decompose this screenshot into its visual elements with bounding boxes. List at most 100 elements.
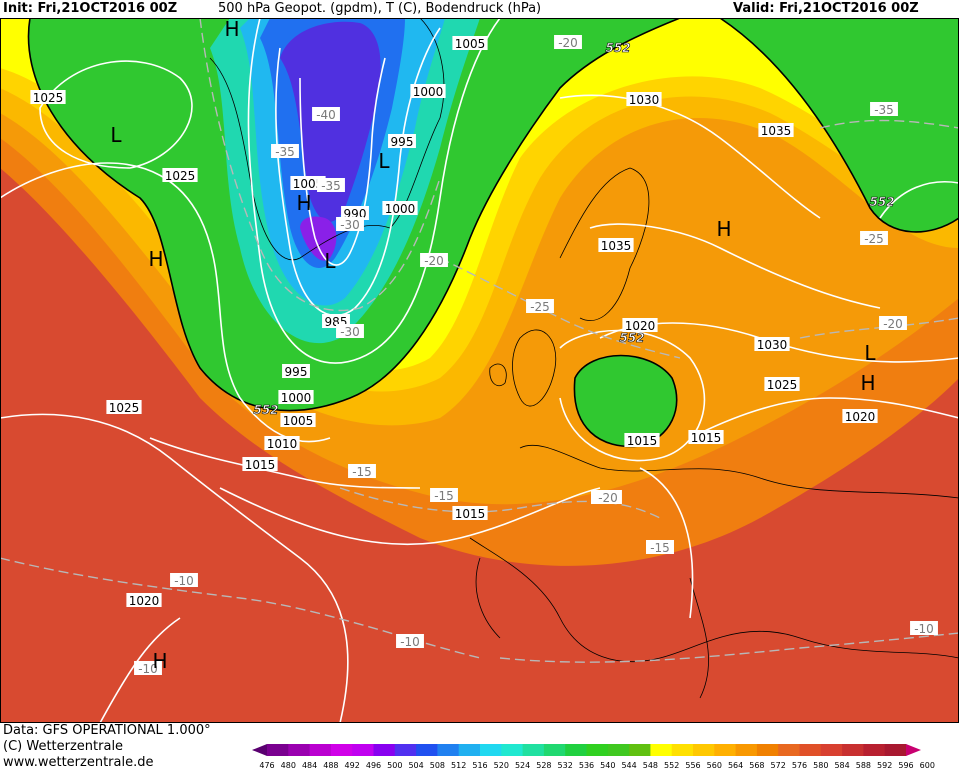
svg-text:1000: 1000 xyxy=(281,391,312,405)
isobars xyxy=(0,18,959,723)
colorbar-tick-label: 552 xyxy=(664,761,679,770)
svg-text:1030: 1030 xyxy=(757,338,788,352)
svg-text:1010: 1010 xyxy=(267,437,298,451)
svg-text:-15: -15 xyxy=(352,465,372,479)
init-time: Init: Fri,21OCT2016 00Z xyxy=(3,1,178,16)
colorbar-ticks: 476 480 484 488 492 496 500 504 508 512 516 520 524 5… xyxy=(259,761,935,770)
svg-text:1020: 1020 xyxy=(625,319,656,333)
colorbar-tick-label: 600 xyxy=(920,761,935,770)
colorbar-cell xyxy=(714,744,736,756)
svg-text:1025: 1025 xyxy=(109,401,140,415)
valid-time: Valid: Fri,21OCT2016 00Z xyxy=(733,1,919,16)
isobar-label: 1035 xyxy=(758,123,794,138)
temperature-label: -20 xyxy=(554,35,582,50)
isobar-label: 1015 xyxy=(242,457,278,472)
low-pressure-center: L xyxy=(378,149,390,173)
colorbar-tick-label: 484 xyxy=(302,761,317,770)
contour-552-cutoff xyxy=(573,354,678,448)
colorbar: 476 480 484 488 492 496 500 504 508 512 516 520 524 5… xyxy=(252,744,935,770)
temperature-label: -10 xyxy=(170,573,198,588)
colorbar-cell xyxy=(267,744,289,756)
svg-text:1035: 1035 xyxy=(761,124,792,138)
svg-text:1025: 1025 xyxy=(767,378,798,392)
svg-text:-25: -25 xyxy=(530,300,550,314)
colorbar-tick-label: 548 xyxy=(643,761,658,770)
colorbar-tick-label: 488 xyxy=(323,761,338,770)
colorbar-tick-label: 512 xyxy=(451,761,466,770)
trough-deepblue xyxy=(280,21,381,222)
temperature-label: -20 xyxy=(594,490,622,505)
colorbar-tick-label: 560 xyxy=(707,761,722,770)
isobar-label: 1000 xyxy=(278,390,314,405)
colorbar-cell xyxy=(394,744,417,756)
geopotential-label: 552 xyxy=(619,331,644,345)
colorbar-tick-label: 564 xyxy=(728,761,743,770)
colorbar-tick-label: 568 xyxy=(749,761,764,770)
temperature-label: -30 xyxy=(336,217,364,232)
isobar-label: 1030 xyxy=(754,337,790,352)
colorbar-arrow-right xyxy=(906,744,921,756)
svg-text:-35: -35 xyxy=(321,179,341,193)
colorbar-tick-label: 592 xyxy=(877,761,892,770)
trough-violet xyxy=(300,216,337,261)
svg-text:-10: -10 xyxy=(914,622,934,636)
colorbar-cell xyxy=(330,744,353,756)
colorbar-cell xyxy=(629,744,651,756)
temperature-label: -15 xyxy=(646,540,674,555)
isobar-label: 1020 xyxy=(622,318,658,333)
svg-text:-20: -20 xyxy=(558,36,578,50)
geopotential-label: 552 xyxy=(605,41,630,55)
svg-text:1015: 1015 xyxy=(455,507,486,521)
colorbar-cell xyxy=(863,744,886,756)
isobar-label: 1020 xyxy=(842,409,878,424)
colorbar-tick-label: 476 xyxy=(259,761,274,770)
svg-text:1015: 1015 xyxy=(245,458,276,472)
weather-map: 1010100510251025100099510059901000985995… xyxy=(0,18,959,723)
high-pressure-center: H xyxy=(224,18,239,41)
svg-text:1000: 1000 xyxy=(385,202,416,216)
svg-text:-35: -35 xyxy=(275,145,295,159)
colorbar-cell xyxy=(309,744,332,756)
geopotential-label: 552 xyxy=(253,403,278,417)
isobar-label: 1025 xyxy=(764,377,800,392)
isobar-label: 1020 xyxy=(126,593,162,608)
svg-text:1025: 1025 xyxy=(165,169,196,183)
high-pressure-center: H xyxy=(860,371,875,395)
colorbar-cell xyxy=(288,744,310,756)
high-pressure-center: H xyxy=(148,247,163,271)
svg-text:-35: -35 xyxy=(874,103,894,117)
colorbar-cell xyxy=(480,744,502,756)
colorbar-cell xyxy=(671,744,694,756)
temperature-label: -35 xyxy=(317,178,345,193)
isobar-label: 995 xyxy=(388,134,416,149)
map-header: Init: Fri,21OCT2016 00Z 500 hPa Geopot. … xyxy=(0,0,959,18)
colorbar-cell xyxy=(884,744,907,756)
contour-552-main xyxy=(27,18,681,412)
colorbar-tick-label: 532 xyxy=(558,761,573,770)
colorbar-tick-label: 516 xyxy=(472,761,487,770)
colorbar-tick-label: 508 xyxy=(430,761,445,770)
colorbar-cell xyxy=(778,744,800,756)
svg-text:-10: -10 xyxy=(174,574,194,588)
colorbar-tick-label: 520 xyxy=(494,761,509,770)
colorbar-cell xyxy=(586,744,609,756)
colorbar-cell xyxy=(373,744,396,756)
colorbar-tick-label: 544 xyxy=(621,761,636,770)
colorbar-cell xyxy=(501,744,523,756)
isobar-label: 1025 xyxy=(30,90,66,105)
colorbar-tick-label: 584 xyxy=(834,761,849,770)
colorbar-cell xyxy=(543,744,566,756)
trough-green-east xyxy=(720,18,959,232)
svg-text:-15: -15 xyxy=(650,541,670,555)
temperature-label: -10 xyxy=(396,634,424,649)
temperature-label: -25 xyxy=(526,299,554,314)
svg-text:1020: 1020 xyxy=(845,410,876,424)
colorbar-tick-label: 576 xyxy=(792,761,807,770)
high-pressure-center: H xyxy=(716,217,731,241)
colorbar-tick-label: 496 xyxy=(366,761,381,770)
high-pressure-center: H xyxy=(296,191,311,215)
isobar-label: 1000 xyxy=(382,201,418,216)
isobar-label: 1025 xyxy=(162,168,198,183)
colorbar-cell xyxy=(607,744,630,756)
